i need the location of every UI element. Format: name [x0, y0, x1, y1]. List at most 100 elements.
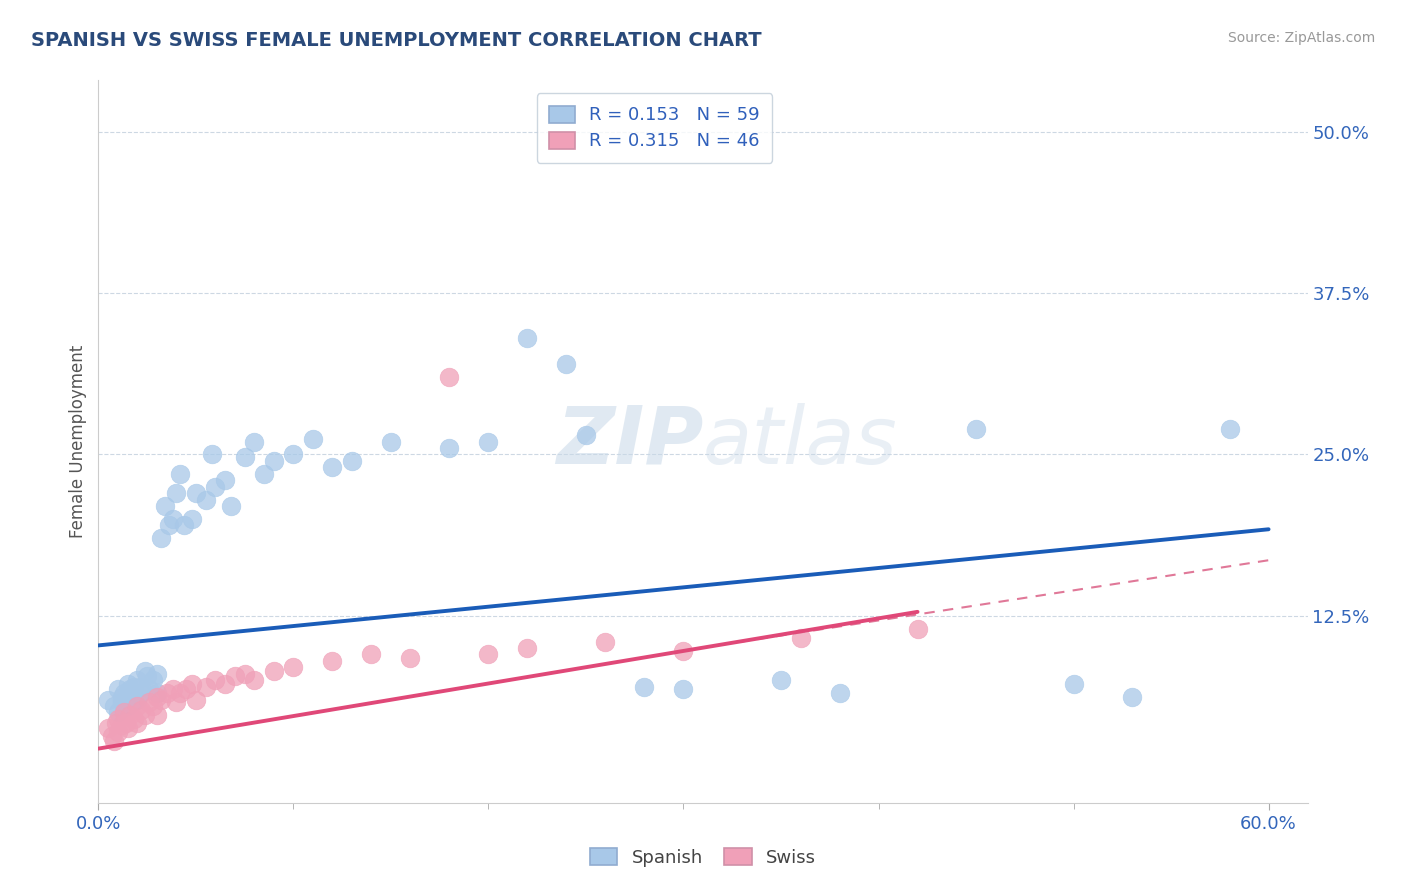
Point — [146, 690, 169, 704]
Point — [204, 480, 226, 494]
Point — [340, 454, 363, 468]
Point — [117, 677, 139, 691]
Point — [1063, 677, 1085, 691]
Point — [233, 666, 256, 681]
Point — [149, 692, 172, 706]
Point — [112, 706, 135, 720]
Point — [1121, 690, 1143, 704]
Point — [173, 518, 195, 533]
Point — [138, 682, 160, 697]
Point — [149, 531, 172, 545]
Point — [233, 450, 256, 464]
Point — [146, 686, 169, 700]
Point — [595, 634, 617, 648]
Point — [156, 686, 179, 700]
Point — [555, 357, 578, 371]
Point — [253, 467, 276, 481]
Point — [117, 699, 139, 714]
Text: SPANISH VS SWISS FEMALE UNEMPLOYMENT CORRELATION CHART: SPANISH VS SWISS FEMALE UNEMPLOYMENT COR… — [31, 31, 762, 50]
Point — [380, 434, 402, 449]
Point — [174, 682, 197, 697]
Point — [131, 686, 153, 700]
Point — [165, 486, 187, 500]
Point — [263, 664, 285, 678]
Point — [633, 680, 655, 694]
Point — [243, 673, 266, 688]
Point — [111, 718, 134, 732]
Point — [360, 648, 382, 662]
Point — [283, 447, 305, 461]
Point — [321, 654, 343, 668]
Point — [101, 729, 124, 743]
Point — [114, 715, 136, 730]
Point — [516, 640, 538, 655]
Point — [302, 432, 325, 446]
Text: atlas: atlas — [703, 402, 898, 481]
Text: Source: ZipAtlas.com: Source: ZipAtlas.com — [1227, 31, 1375, 45]
Point — [127, 699, 149, 714]
Point — [104, 715, 127, 730]
Point — [219, 499, 242, 513]
Point — [181, 677, 204, 691]
Point — [131, 680, 153, 694]
Point — [111, 690, 134, 704]
Point — [181, 512, 204, 526]
Point — [965, 422, 987, 436]
Point — [769, 673, 792, 688]
Point — [153, 499, 176, 513]
Point — [122, 680, 145, 694]
Point — [131, 703, 153, 717]
Point — [138, 695, 160, 709]
Point — [107, 682, 129, 697]
Point — [107, 706, 129, 720]
Point — [142, 699, 165, 714]
Point — [243, 434, 266, 449]
Point — [224, 669, 246, 683]
Point — [828, 686, 851, 700]
Point — [117, 721, 139, 735]
Point — [194, 680, 217, 694]
Point — [122, 692, 145, 706]
Point — [103, 734, 125, 748]
Point — [169, 686, 191, 700]
Point — [907, 622, 929, 636]
Point — [127, 692, 149, 706]
Y-axis label: Female Unemployment: Female Unemployment — [69, 345, 87, 538]
Point — [146, 708, 169, 723]
Point — [127, 673, 149, 688]
Point — [165, 695, 187, 709]
Point — [136, 669, 159, 683]
Point — [214, 473, 236, 487]
Point — [103, 699, 125, 714]
Point — [107, 724, 129, 739]
Point — [200, 447, 222, 461]
Point — [114, 692, 136, 706]
Point — [112, 686, 135, 700]
Point — [111, 695, 134, 709]
Point — [1219, 422, 1241, 436]
Point — [157, 518, 180, 533]
Point — [118, 708, 141, 723]
Point — [162, 512, 184, 526]
Point — [399, 651, 422, 665]
Point — [672, 682, 695, 697]
Point — [107, 712, 129, 726]
Point — [134, 664, 156, 678]
Point — [477, 434, 499, 449]
Point — [118, 682, 141, 697]
Legend: Spanish, Swiss: Spanish, Swiss — [583, 841, 823, 874]
Point — [194, 492, 217, 507]
Point — [439, 370, 461, 384]
Point — [575, 428, 598, 442]
Point — [263, 454, 285, 468]
Point — [321, 460, 343, 475]
Point — [146, 666, 169, 681]
Point — [516, 331, 538, 345]
Text: ZIP: ZIP — [555, 402, 703, 481]
Point — [214, 677, 236, 691]
Point — [204, 673, 226, 688]
Point — [127, 715, 149, 730]
Point — [184, 486, 207, 500]
Legend: R = 0.153   N = 59, R = 0.315   N = 46: R = 0.153 N = 59, R = 0.315 N = 46 — [537, 93, 772, 163]
Point — [184, 692, 207, 706]
